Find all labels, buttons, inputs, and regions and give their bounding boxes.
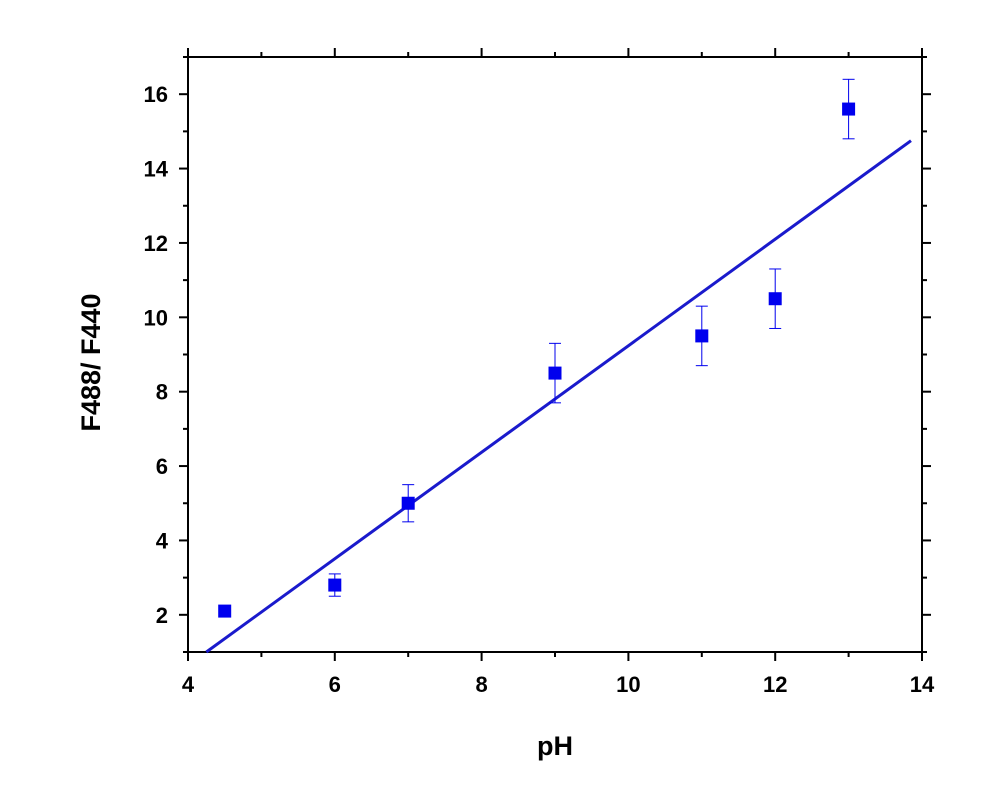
- data-point: [768, 292, 782, 306]
- data-point: [842, 102, 856, 116]
- x-tick-label: 8: [475, 672, 487, 697]
- error-bars: [218, 78, 855, 618]
- y-tick-label: 6: [156, 454, 168, 479]
- axes: [179, 48, 931, 661]
- y-tick-label: 10: [144, 305, 168, 330]
- data-point: [328, 578, 342, 592]
- y-tick-label: 8: [156, 380, 168, 405]
- data-point: [548, 366, 562, 380]
- fit-line-group: [205, 139, 912, 654]
- tick-labels: 4 6 8 10 12 14 2 4 6 8 10 12 14 16: [144, 82, 935, 697]
- y-tick-label: 16: [144, 82, 168, 107]
- x-tick-label: 10: [616, 672, 640, 697]
- y-tick-label: 2: [156, 603, 168, 628]
- x-axis-label: pH: [537, 731, 573, 761]
- data-point: [218, 604, 232, 618]
- x-tick-label: 14: [910, 672, 935, 697]
- x-tick-label: 4: [182, 672, 195, 697]
- x-tick-label: 12: [763, 672, 787, 697]
- y-tick-label: 14: [144, 157, 169, 182]
- y-axis-label: F488/ F440: [76, 293, 106, 431]
- y-tick-label: 12: [144, 231, 168, 256]
- data-points: [218, 102, 856, 618]
- fit-line: [205, 139, 912, 654]
- x-tick-label: 6: [329, 672, 341, 697]
- y-tick-label: 4: [156, 528, 169, 553]
- data-point: [695, 329, 709, 343]
- data-point: [401, 496, 415, 510]
